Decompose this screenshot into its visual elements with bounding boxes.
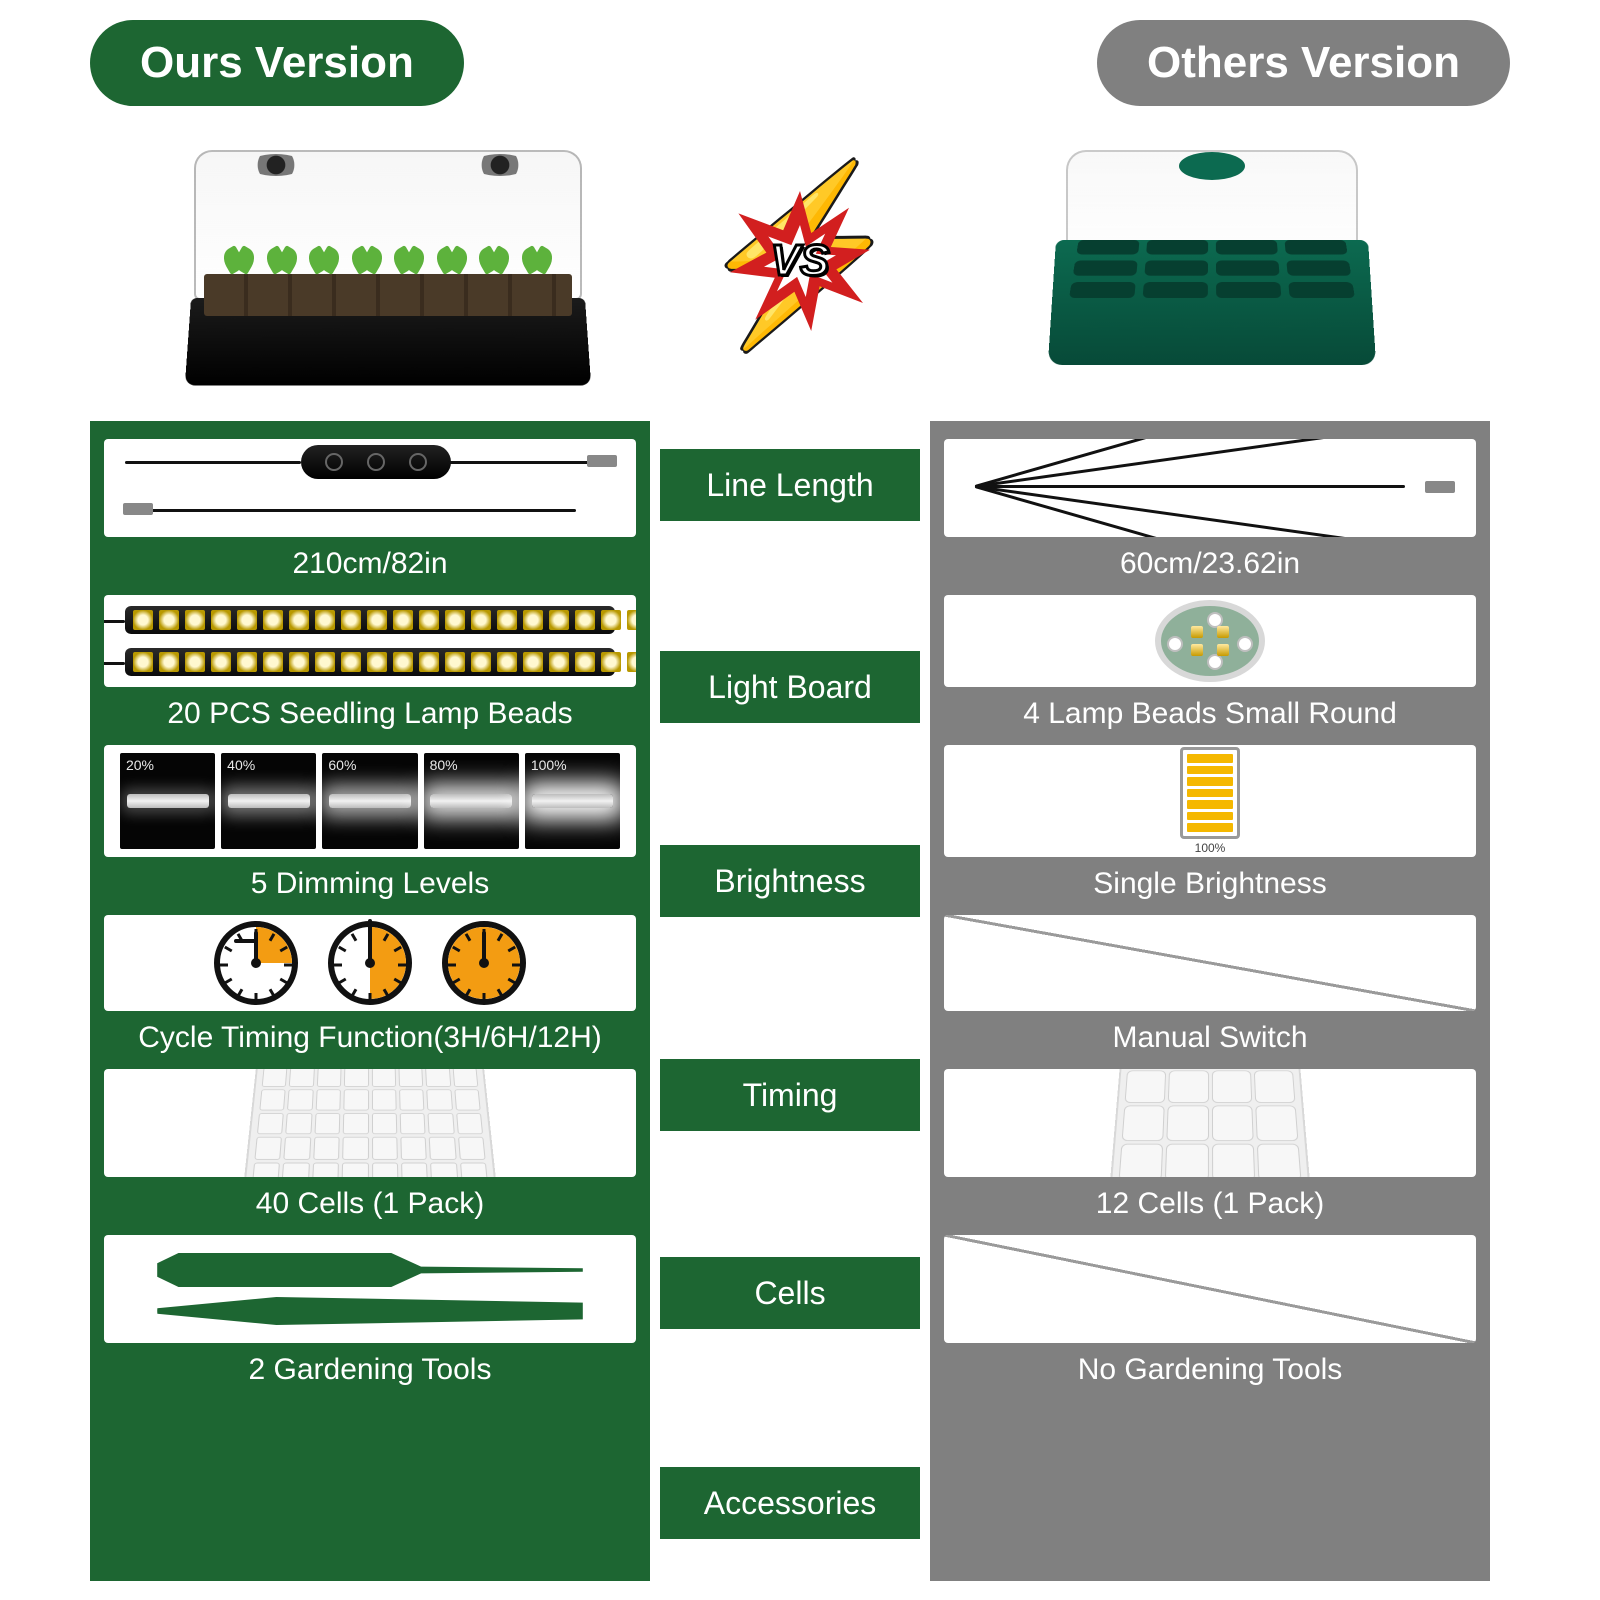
others-product-illustration (1032, 146, 1392, 376)
single-brightness-illustration: 100% (1180, 747, 1240, 855)
vs-label: VS (771, 236, 830, 286)
others-brightness-row: 100% Single Brightness (944, 745, 1476, 907)
ours-accessories-caption: 2 Gardening Tools (104, 1343, 636, 1393)
ours-cells-caption: 40 Cells (1 Pack) (104, 1177, 636, 1227)
ours-light-board-row: 20 PCS Seedling Lamp Beads (104, 595, 636, 737)
others-column: 60cm/23.62in 4 Lamp Beads Small Round (930, 421, 1490, 1581)
others-timing-caption: Manual Switch (944, 1011, 1476, 1061)
others-cable-illustration (965, 439, 1454, 537)
product-comparison-row: ⚡ VS (90, 126, 1510, 396)
others-line-length-row: 60cm/23.62in (944, 439, 1476, 587)
battery-label: 100% (1195, 841, 1226, 855)
ours-light-board-caption: 20 PCS Seedling Lamp Beads (104, 687, 636, 737)
others-light-board-row: 4 Lamp Beads Small Round (944, 595, 1476, 737)
label-line-length: Line Length (660, 449, 920, 521)
ours-brightness-caption: 5 Dimming Levels (104, 857, 636, 907)
others-brightness-caption: Single Brightness (944, 857, 1476, 907)
ours-timing-row: Cycle Timing Function(3H/6H/12H) (104, 915, 636, 1061)
brightness-levels-illustration: 20%40%60%80%100% (120, 745, 620, 857)
gardening-tools-illustration (157, 1253, 583, 1325)
label-brightness: Brightness (660, 845, 920, 917)
ours-line-length-caption: 210cm/82in (104, 537, 636, 587)
empty-accessories-slot (944, 1235, 1476, 1343)
category-labels-column: Line Length Light Board Brightness Timin… (660, 421, 920, 1581)
ours-cable-illustration (125, 439, 614, 537)
ours-brightness-row: 20%40%60%80%100% 5 Dimming Levels (104, 745, 636, 907)
label-light-board: Light Board (660, 651, 920, 723)
empty-timing-slot (944, 915, 1476, 1011)
led-strip-illustration (125, 596, 614, 686)
others-cells-caption: 12 Cells (1 Pack) (944, 1177, 1476, 1227)
ours-product-illustration (158, 136, 618, 386)
round-light-board-illustration (1155, 600, 1265, 682)
label-accessories: Accessories (660, 1467, 920, 1539)
ours-accessories-row: 2 Gardening Tools (104, 1235, 636, 1393)
others-accessories-row: No Gardening Tools (944, 1235, 1476, 1393)
cells-tray-40-illustration (243, 1069, 498, 1177)
timing-clocks-illustration (214, 921, 526, 1005)
ours-cells-row: 40 Cells (1 Pack) (104, 1069, 636, 1227)
others-cells-row: 12 Cells (1 Pack) (944, 1069, 1476, 1227)
ours-line-length-row: 210cm/82in (104, 439, 636, 587)
vs-badge: ⚡ VS (700, 161, 900, 361)
ours-timing-caption: Cycle Timing Function(3H/6H/12H) (104, 1011, 636, 1061)
label-timing: Timing (660, 1059, 920, 1131)
label-cells: Cells (660, 1257, 920, 1329)
others-line-length-caption: 60cm/23.62in (944, 537, 1476, 587)
others-header: Others Version (1097, 20, 1510, 106)
cells-tray-12-illustration (1109, 1069, 1310, 1177)
others-timing-row: Manual Switch (944, 915, 1476, 1061)
others-light-board-caption: 4 Lamp Beads Small Round (944, 687, 1476, 737)
ours-header: Ours Version (90, 20, 464, 106)
others-accessories-caption: No Gardening Tools (944, 1343, 1476, 1393)
ours-column: 210cm/82in 20 PCS Seedling Lamp Beads 20… (90, 421, 650, 1581)
